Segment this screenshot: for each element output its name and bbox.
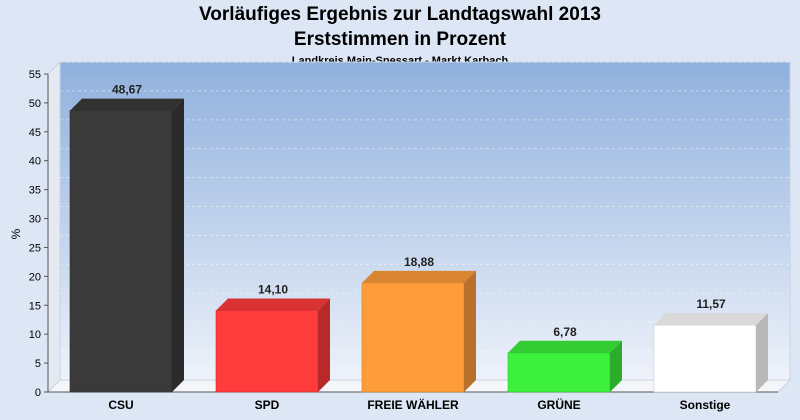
bar-3 bbox=[507, 352, 611, 393]
y-tick-label: 40 bbox=[29, 156, 41, 168]
value-label-1: 14,10 bbox=[258, 282, 288, 296]
category-label-0: CSU bbox=[108, 398, 133, 412]
value-label-4: 11,57 bbox=[696, 297, 726, 311]
bar-1 bbox=[215, 310, 319, 393]
y-tick-label: 15 bbox=[29, 300, 41, 312]
chart-subtitle: Erststimmen in Prozent bbox=[293, 29, 507, 50]
bar-side-3 bbox=[610, 340, 622, 392]
bar-top-2 bbox=[362, 270, 476, 283]
bar-side-4 bbox=[756, 313, 768, 392]
bar-0 bbox=[69, 110, 173, 393]
bar-2 bbox=[361, 282, 465, 393]
category-label-1: SPD bbox=[255, 398, 280, 412]
bar-top-0 bbox=[70, 98, 184, 111]
bar-side-0 bbox=[172, 98, 184, 392]
chart-title: Vorläufiges Ergebnis zur Landtagswahl 20… bbox=[199, 4, 601, 25]
category-label-3: GRÜNE bbox=[537, 397, 580, 412]
y-tick-label: 20 bbox=[29, 271, 41, 283]
category-label-4: Sonstige bbox=[680, 398, 731, 412]
y-tick-label: 55 bbox=[29, 69, 41, 81]
plot-left-wall bbox=[47, 60, 61, 394]
y-tick-label: 10 bbox=[29, 329, 41, 341]
y-axis-label: % bbox=[9, 228, 23, 239]
y-tick-label: 45 bbox=[29, 127, 41, 139]
value-label-3: 6,78 bbox=[553, 325, 577, 339]
bar-top-1 bbox=[216, 298, 330, 311]
bar-side-2 bbox=[464, 270, 476, 392]
y-tick-label: 35 bbox=[29, 185, 41, 197]
y-tick-label: 30 bbox=[29, 214, 41, 226]
category-label-2: FREIE WÄHLER bbox=[367, 397, 459, 412]
y-tick-label: 25 bbox=[29, 242, 41, 254]
y-tick-label: 50 bbox=[29, 98, 41, 110]
bar-4 bbox=[653, 324, 757, 393]
bar-side-1 bbox=[318, 298, 330, 392]
bar-top-4 bbox=[654, 313, 768, 326]
y-tick-label: 5 bbox=[35, 358, 41, 370]
value-label-2: 18,88 bbox=[404, 255, 434, 269]
y-tick-label: 0 bbox=[35, 387, 41, 399]
bar-top-3 bbox=[508, 340, 622, 353]
value-label-0: 48,67 bbox=[112, 83, 142, 97]
